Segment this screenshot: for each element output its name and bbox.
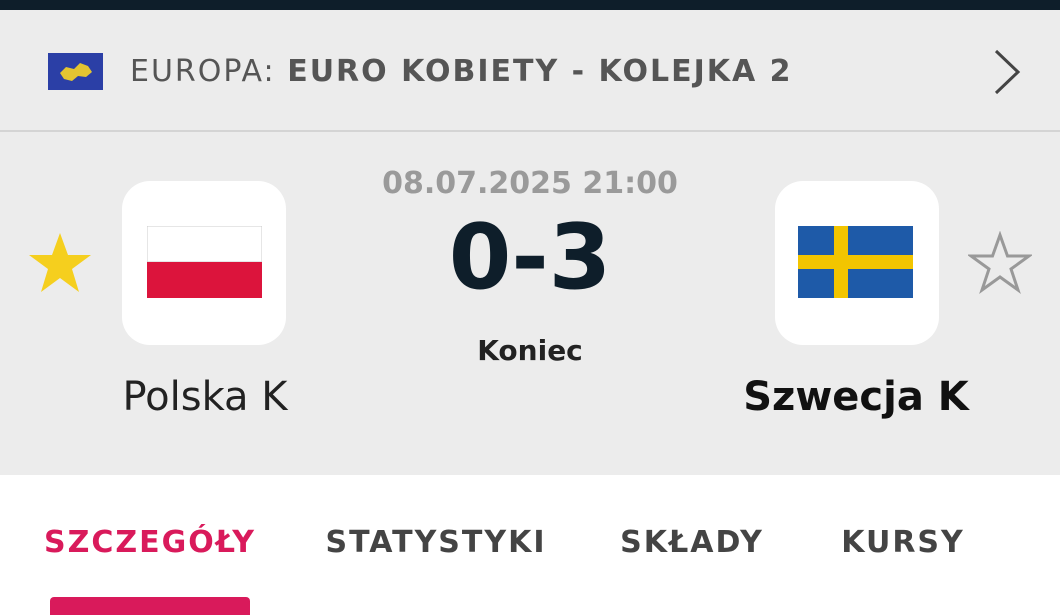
away-logo[interactable] bbox=[775, 181, 939, 345]
favorite-star-filled[interactable] bbox=[28, 231, 92, 295]
tab[interactable]: KURSY bbox=[841, 525, 965, 560]
home-team[interactable]: Polska K bbox=[122, 374, 288, 420]
away-team[interactable]: Szwecja K bbox=[743, 374, 969, 420]
tab-bar: SZCZEGÓŁY STATYSTYKI SKŁADY KURSY bbox=[0, 475, 1060, 615]
competition: EURO KOBIETY - KOLEJKA 2 bbox=[287, 54, 793, 89]
eu-flag bbox=[48, 53, 103, 90]
poland-flag bbox=[147, 226, 262, 298]
score: 0-3 bbox=[448, 205, 612, 310]
league-header[interactable]: EUROPA: EURO KOBIETY - KOLEJKA 2 bbox=[0, 10, 1060, 132]
match-datetime: 08.07.2025 21:00 bbox=[382, 166, 678, 201]
active-tab-indicator bbox=[50, 597, 250, 615]
tab[interactable]: SKŁADY bbox=[620, 525, 764, 560]
status-bar bbox=[0, 0, 1060, 10]
match-status: Koniec bbox=[477, 334, 583, 367]
region: EUROPA: bbox=[130, 54, 276, 89]
favorite-star-empty[interactable] bbox=[968, 231, 1032, 295]
home-logo[interactable] bbox=[122, 181, 286, 345]
league-title: EUROPA: EURO KOBIETY - KOLEJKA 2 bbox=[130, 54, 793, 89]
tab[interactable]: STATYSTYKI bbox=[325, 525, 547, 560]
tab-active[interactable]: SZCZEGÓŁY bbox=[43, 525, 257, 560]
chevron[interactable] bbox=[990, 48, 1025, 96]
sweden-flag bbox=[798, 226, 913, 298]
